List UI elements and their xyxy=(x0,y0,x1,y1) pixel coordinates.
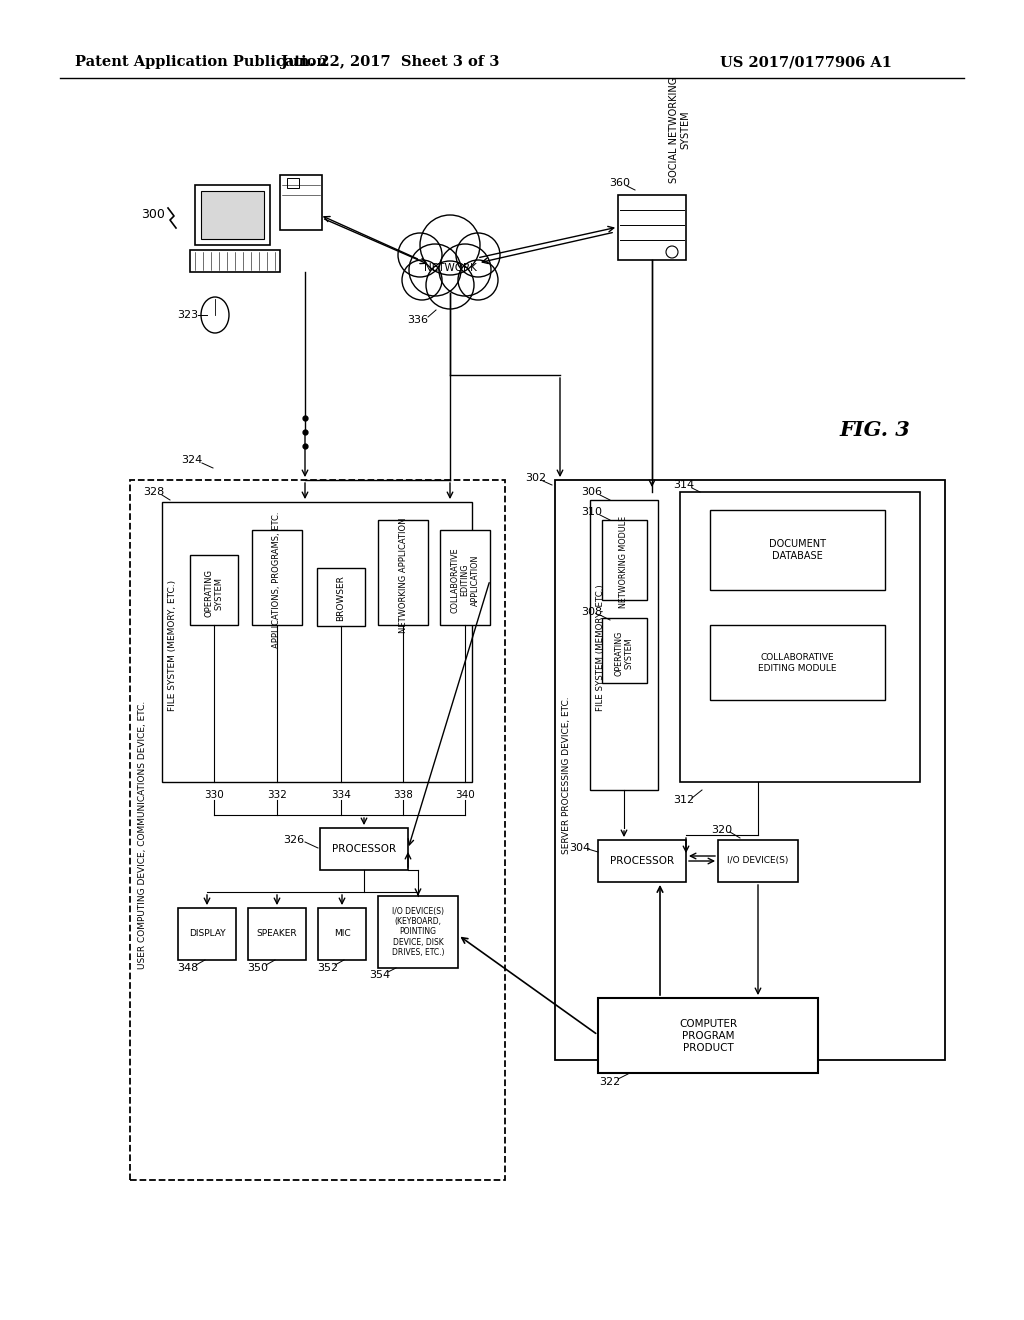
Text: SPEAKER: SPEAKER xyxy=(257,929,297,939)
Text: Jun. 22, 2017  Sheet 3 of 3: Jun. 22, 2017 Sheet 3 of 3 xyxy=(281,55,499,69)
Text: OPERATING
SYSTEM: OPERATING SYSTEM xyxy=(205,569,223,616)
Text: NETWORK: NETWORK xyxy=(424,263,476,273)
Text: 304: 304 xyxy=(569,843,591,853)
Text: Patent Application Publication: Patent Application Publication xyxy=(75,55,327,69)
Bar xyxy=(248,908,306,960)
Text: NETWORKING MODULE: NETWORKING MODULE xyxy=(620,516,629,609)
Bar xyxy=(162,502,472,781)
Bar xyxy=(710,624,885,700)
Text: 323: 323 xyxy=(177,310,199,319)
Text: US 2017/0177906 A1: US 2017/0177906 A1 xyxy=(720,55,892,69)
Bar xyxy=(190,554,238,624)
Text: 300: 300 xyxy=(141,209,165,222)
Text: COLLABORATIVE
EDITING MODULE: COLLABORATIVE EDITING MODULE xyxy=(758,653,837,673)
Bar xyxy=(618,195,686,260)
Text: OPERATING
SYSTEM: OPERATING SYSTEM xyxy=(614,631,634,676)
Bar xyxy=(318,908,366,960)
Circle shape xyxy=(666,246,678,257)
Text: 314: 314 xyxy=(674,480,694,490)
Text: I/O DEVICE(S): I/O DEVICE(S) xyxy=(727,857,788,866)
Text: USER COMPUTING DEVICE, COMMUNICATIONS DEVICE, ETC.: USER COMPUTING DEVICE, COMMUNICATIONS DE… xyxy=(137,701,146,969)
Circle shape xyxy=(420,215,480,275)
Circle shape xyxy=(458,260,498,300)
Text: FIG. 3: FIG. 3 xyxy=(840,420,910,440)
Bar xyxy=(718,840,798,882)
Text: 354: 354 xyxy=(370,970,390,979)
Text: I/O DEVICE(S)
(KEYBOARD,
POINTING
DEVICE, DISK
DRIVES, ETC.): I/O DEVICE(S) (KEYBOARD, POINTING DEVICE… xyxy=(392,907,444,957)
Text: FILE SYSTEM (MEMORY, ETC.): FILE SYSTEM (MEMORY, ETC.) xyxy=(597,585,605,711)
Text: DOCUMENT
DATABASE: DOCUMENT DATABASE xyxy=(768,539,825,561)
Bar xyxy=(280,176,322,230)
Bar xyxy=(319,828,408,870)
Text: 330: 330 xyxy=(204,789,224,800)
Bar xyxy=(598,998,818,1073)
Text: COMPUTER
PROGRAM
PRODUCT: COMPUTER PROGRAM PRODUCT xyxy=(679,1019,737,1052)
Text: 340: 340 xyxy=(455,789,475,800)
Text: 324: 324 xyxy=(181,455,203,465)
Bar xyxy=(317,568,365,626)
Text: SOCIAL NETWORKING
SYSTEM: SOCIAL NETWORKING SYSTEM xyxy=(670,77,691,183)
Circle shape xyxy=(398,234,442,277)
Bar xyxy=(710,510,885,590)
Bar xyxy=(252,531,302,624)
Circle shape xyxy=(439,244,490,296)
Bar xyxy=(602,520,647,601)
Text: DISPLAY: DISPLAY xyxy=(188,929,225,939)
Text: 310: 310 xyxy=(582,507,602,517)
Text: 334: 334 xyxy=(331,789,351,800)
Text: APPLICATIONS, PROGRAMS, ETC.: APPLICATIONS, PROGRAMS, ETC. xyxy=(272,512,282,648)
Text: 306: 306 xyxy=(582,487,602,498)
Circle shape xyxy=(402,260,442,300)
Bar xyxy=(201,191,264,239)
Text: 320: 320 xyxy=(712,825,732,836)
Text: 326: 326 xyxy=(284,836,304,845)
Bar xyxy=(590,500,658,789)
Text: SERVER PROCESSING DEVICE, ETC.: SERVER PROCESSING DEVICE, ETC. xyxy=(562,696,571,854)
Bar xyxy=(195,185,270,246)
Bar xyxy=(598,840,686,882)
Circle shape xyxy=(409,244,461,296)
Text: MIC: MIC xyxy=(334,929,350,939)
Text: 302: 302 xyxy=(525,473,547,483)
Bar xyxy=(602,618,647,682)
Circle shape xyxy=(456,234,500,277)
Text: 360: 360 xyxy=(609,178,631,187)
Bar xyxy=(440,531,490,624)
Text: 350: 350 xyxy=(248,964,268,973)
Text: 338: 338 xyxy=(393,789,413,800)
Text: NETWORKING APPLICATION: NETWORKING APPLICATION xyxy=(398,517,408,632)
Text: 332: 332 xyxy=(267,789,287,800)
Bar xyxy=(680,492,920,781)
Text: 312: 312 xyxy=(674,795,694,805)
Text: COLLABORATIVE
EDITING
APPLICATION: COLLABORATIVE EDITING APPLICATION xyxy=(451,548,480,612)
Text: 336: 336 xyxy=(408,315,428,325)
Bar xyxy=(130,480,505,1180)
Text: 308: 308 xyxy=(582,607,602,616)
Bar xyxy=(178,908,236,960)
Bar xyxy=(287,178,299,187)
Ellipse shape xyxy=(201,297,229,333)
Text: BROWSER: BROWSER xyxy=(337,576,345,620)
Bar xyxy=(378,520,428,624)
Text: FILE SYSTEM (MEMORY, ETC.): FILE SYSTEM (MEMORY, ETC.) xyxy=(169,579,177,710)
Circle shape xyxy=(426,261,474,309)
Text: PROCESSOR: PROCESSOR xyxy=(610,855,674,866)
Bar xyxy=(555,480,945,1060)
Text: 352: 352 xyxy=(317,964,339,973)
Text: 328: 328 xyxy=(143,487,165,498)
Text: PROCESSOR: PROCESSOR xyxy=(332,843,396,854)
Bar xyxy=(378,896,458,968)
Text: 348: 348 xyxy=(177,964,199,973)
Text: 322: 322 xyxy=(599,1077,621,1086)
Bar xyxy=(190,249,280,272)
